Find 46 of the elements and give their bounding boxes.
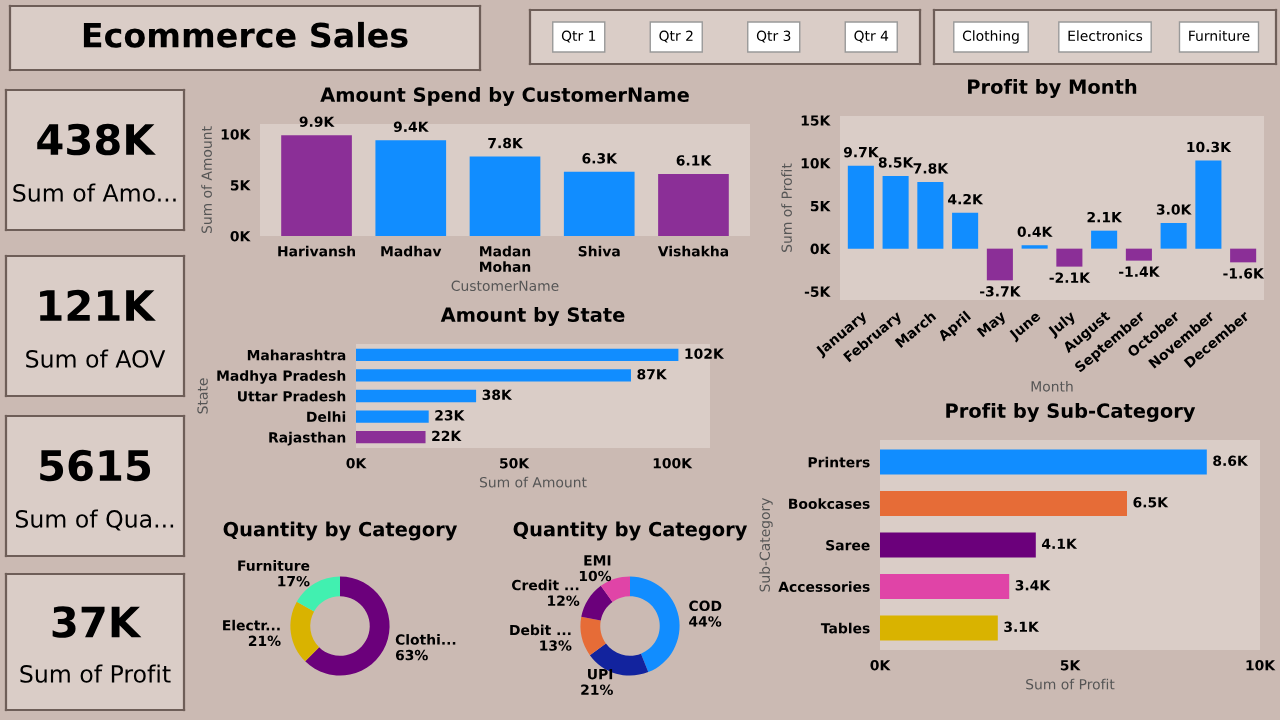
bar (880, 491, 1127, 516)
text: Ecommerce Sales (83, 21, 408, 48)
text: 5615 (40, 449, 151, 482)
chart-title: Quantity by Category (223, 521, 458, 541)
bar (281, 135, 352, 236)
bar (563, 171, 635, 236)
bar (1056, 248, 1083, 267)
bar (1230, 248, 1257, 263)
donut-slice (589, 643, 649, 676)
bar (1160, 222, 1187, 249)
bar (986, 248, 1013, 281)
bar (882, 175, 909, 249)
text: Sum of Amo... (13, 183, 176, 202)
text: 438K (37, 123, 156, 156)
text: 121K (40, 289, 156, 321)
donut-slice (290, 601, 320, 662)
bar (880, 532, 1036, 558)
chart-title: Profit by Month (968, 79, 1137, 98)
chart-title: Amount Spend by CustomerName (320, 87, 689, 106)
bar (880, 449, 1207, 475)
text: Sum of AOV (26, 349, 166, 368)
donut-slice (580, 616, 606, 656)
bar (356, 369, 631, 382)
donut-slice (581, 585, 613, 621)
bar (356, 430, 426, 444)
chart-title: Quantity by Category (513, 521, 748, 541)
bar (356, 389, 477, 403)
text: Sum of Qua... (15, 509, 174, 531)
bar (658, 173, 729, 236)
bar (1125, 248, 1152, 261)
bar (375, 140, 447, 236)
bar (1091, 230, 1118, 249)
bar (917, 181, 944, 249)
bar (847, 165, 874, 249)
text: Sum of Profit (20, 664, 171, 683)
bar (1195, 160, 1222, 249)
donut-slice (630, 576, 680, 673)
bar (356, 410, 429, 423)
bar (356, 348, 679, 362)
bar (880, 574, 1010, 599)
chart-title: Amount by State (440, 307, 625, 326)
bar (469, 156, 541, 236)
text: 37K (52, 606, 142, 638)
bar (952, 212, 979, 249)
chart-title: Profit by Sub-Category (946, 403, 1196, 422)
bar (880, 615, 998, 641)
